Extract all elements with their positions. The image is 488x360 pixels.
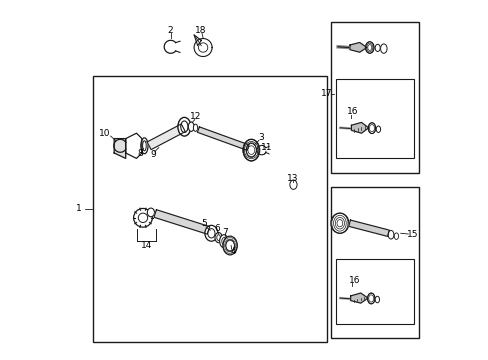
Text: 5: 5	[201, 220, 206, 229]
Text: 3: 3	[258, 133, 264, 142]
Bar	[336, 259, 413, 324]
Ellipse shape	[222, 238, 225, 245]
Text: 4: 4	[230, 248, 235, 256]
Bar	[336, 79, 413, 158]
Ellipse shape	[246, 143, 256, 157]
Bar	[93, 76, 326, 342]
Polygon shape	[125, 133, 142, 158]
Ellipse shape	[380, 44, 386, 53]
Ellipse shape	[223, 236, 237, 255]
Ellipse shape	[367, 293, 374, 304]
Text: 13: 13	[287, 174, 298, 183]
Ellipse shape	[330, 213, 348, 233]
Ellipse shape	[215, 233, 222, 243]
Text: 7: 7	[222, 228, 228, 237]
Ellipse shape	[216, 235, 220, 240]
Ellipse shape	[204, 225, 218, 241]
Polygon shape	[114, 139, 125, 158]
Text: 17: 17	[320, 89, 331, 98]
Text: 8: 8	[137, 149, 142, 158]
Polygon shape	[194, 35, 201, 46]
Text: 10: 10	[99, 129, 110, 138]
Text: 18: 18	[194, 26, 206, 35]
Ellipse shape	[178, 117, 190, 136]
Text: 1: 1	[76, 204, 81, 213]
Ellipse shape	[219, 235, 228, 248]
Text: 14: 14	[141, 241, 152, 250]
Polygon shape	[197, 127, 248, 150]
Ellipse shape	[193, 124, 197, 131]
Polygon shape	[351, 122, 368, 133]
Ellipse shape	[181, 121, 187, 132]
Ellipse shape	[207, 229, 215, 238]
Text: 12: 12	[190, 112, 201, 121]
Text: 11: 11	[260, 143, 272, 152]
Text: 6: 6	[214, 224, 220, 233]
Ellipse shape	[374, 44, 380, 51]
Ellipse shape	[133, 208, 152, 227]
Polygon shape	[348, 220, 388, 237]
Ellipse shape	[367, 123, 375, 134]
Ellipse shape	[147, 208, 154, 217]
Text: 16: 16	[346, 107, 358, 116]
Polygon shape	[154, 210, 209, 234]
Ellipse shape	[387, 230, 393, 239]
Ellipse shape	[243, 139, 259, 161]
Ellipse shape	[188, 122, 194, 131]
Polygon shape	[147, 124, 185, 150]
Ellipse shape	[225, 240, 234, 251]
Polygon shape	[349, 42, 366, 52]
Text: 2: 2	[167, 26, 173, 35]
Ellipse shape	[393, 233, 398, 239]
Polygon shape	[350, 293, 367, 303]
Ellipse shape	[375, 126, 380, 132]
Ellipse shape	[138, 213, 147, 222]
Bar	[330, 187, 418, 338]
Bar	[330, 22, 418, 173]
Ellipse shape	[365, 42, 373, 53]
Text: 15: 15	[406, 230, 418, 239]
Text: 16: 16	[348, 276, 359, 284]
Ellipse shape	[374, 296, 379, 303]
Text: 9: 9	[150, 150, 156, 159]
